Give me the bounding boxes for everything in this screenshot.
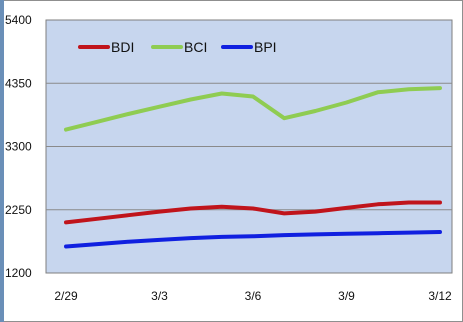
x-tick-label: 3/12	[428, 289, 452, 303]
y-tick-label: 3300	[5, 140, 32, 154]
series-line-bpi	[64, 230, 442, 249]
legend-label-bdi: BDI	[111, 39, 134, 55]
y-tick-label: 1200	[5, 266, 32, 280]
y-axis-ticks: 5400 4350 3300 2250 1200	[5, 13, 32, 280]
y-tick-label: 5400	[5, 13, 32, 27]
y-tick-label: 2250	[5, 203, 32, 217]
series-lines	[64, 86, 442, 249]
legend-label-bpi: BPI	[254, 39, 277, 55]
x-tick-label: 3/9	[338, 289, 355, 303]
x-tick-label: 2/29	[54, 289, 78, 303]
x-tick-label: 3/6	[245, 289, 262, 303]
series-line-bci	[64, 86, 442, 132]
series-line-bdi	[64, 200, 442, 225]
left-edge-strip	[0, 0, 4, 322]
legend-label-bci: BCI	[184, 39, 207, 55]
legend: BDI BCI BPI	[78, 39, 277, 55]
x-tick-label: 3/3	[151, 289, 168, 303]
x-axis-ticks: 2/29 3/3 3/6 3/9 3/12	[54, 289, 452, 303]
y-tick-label: 4350	[5, 76, 32, 90]
